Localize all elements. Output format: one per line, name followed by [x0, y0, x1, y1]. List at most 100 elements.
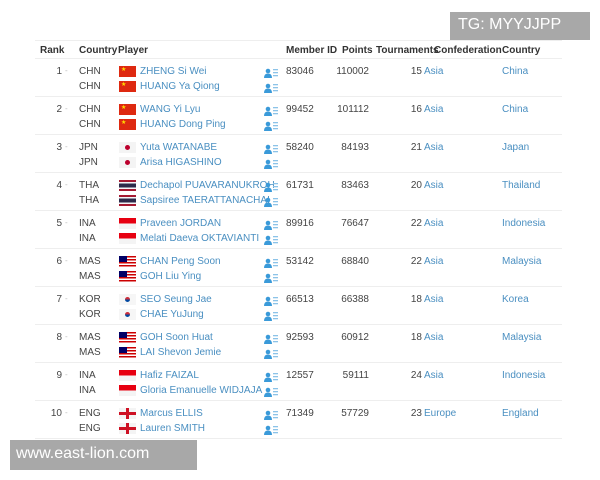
player-profile-icon[interactable]	[264, 258, 278, 268]
rank: 10	[50, 408, 62, 419]
header-country[interactable]: Country	[79, 45, 118, 56]
player-name-link[interactable]: Lauren SMITH	[140, 423, 206, 434]
player-name-link[interactable]: Sapsiree TAERATTANACHAI	[140, 195, 270, 206]
trend-indicator: -	[65, 218, 68, 227]
player-name-link[interactable]: Praveen JORDAN	[140, 218, 222, 229]
country-link[interactable]: Malaysia	[502, 332, 542, 343]
header-confederation[interactable]: Confederation	[434, 45, 502, 56]
player-name-link[interactable]: Marcus ELLIS	[140, 408, 203, 419]
confederation-link[interactable]: Asia	[424, 218, 444, 229]
country-link[interactable]: England	[502, 408, 539, 419]
table-row: 7 - KOR SEO Seung Jae KOR CHAE YuJung 665…	[35, 287, 562, 325]
country-link[interactable]: Thailand	[502, 180, 541, 191]
confederation-link[interactable]: Asia	[424, 104, 444, 115]
flag-chn-icon: ★	[119, 119, 136, 130]
player-country-code: CHN	[79, 104, 101, 115]
player-profile-icon[interactable]	[264, 296, 278, 306]
points: 110002	[336, 66, 369, 77]
player-country-code: INA	[79, 370, 96, 381]
confederation-link[interactable]: Asia	[424, 180, 444, 191]
player-profile-icon[interactable]	[264, 410, 278, 420]
trend-indicator: -	[65, 104, 68, 113]
player-profile-icon[interactable]	[264, 349, 278, 359]
table-row: 5 - INA Praveen JORDAN INA Melati Daeva O…	[35, 211, 562, 249]
rank: 3	[56, 142, 62, 153]
confederation-link[interactable]: Asia	[424, 370, 444, 381]
tournaments: 18	[410, 294, 422, 305]
player-profile-icon[interactable]	[264, 334, 278, 344]
player-name-link[interactable]: ZHENG Si Wei	[140, 66, 207, 77]
table-row: 8 - MAS GOH Soon Huat MAS LAI Shevon Jemi…	[35, 325, 562, 363]
player-profile-icon[interactable]	[264, 68, 278, 78]
flag-mas-icon	[119, 332, 136, 343]
points: 83463	[341, 180, 369, 191]
player-profile-icon[interactable]	[264, 387, 278, 397]
header-member-id[interactable]: Member ID	[286, 45, 338, 56]
player-profile-icon[interactable]	[264, 235, 278, 245]
country-link[interactable]: China	[502, 66, 529, 77]
country-link[interactable]: Malaysia	[502, 256, 542, 267]
player-name-link[interactable]: CHAE YuJung	[140, 309, 204, 320]
country-link[interactable]: China	[502, 104, 529, 115]
player-profile-icon[interactable]	[264, 273, 278, 283]
player-country-code: JPN	[79, 142, 98, 153]
player-profile-icon[interactable]	[264, 372, 278, 382]
player-name-link[interactable]: CHAN Peng Soon	[140, 256, 221, 267]
player-name-link[interactable]: Arisa HIGASHINO	[140, 157, 222, 168]
country-link[interactable]: Japan	[502, 142, 530, 153]
country-link[interactable]: Korea	[502, 294, 529, 305]
points: 84193	[341, 142, 369, 153]
header-tournaments[interactable]: Tournaments	[376, 45, 439, 56]
country-link[interactable]: Indonesia	[502, 218, 546, 229]
player-profile-icon[interactable]	[264, 159, 278, 169]
player-profile-icon[interactable]	[264, 83, 278, 93]
header-player[interactable]: Player	[118, 45, 149, 56]
flag-chn-icon: ★	[119, 104, 136, 115]
confederation-link[interactable]: Asia	[424, 332, 444, 343]
confederation-link[interactable]: Asia	[424, 294, 444, 305]
flag-eng-icon	[119, 408, 136, 419]
confederation-link[interactable]: Europe	[424, 408, 457, 419]
member-id: 61731	[286, 180, 314, 191]
player-country-code: MAS	[79, 347, 101, 358]
player-country-code: INA	[79, 218, 96, 229]
player-name-link[interactable]: Dechapol PUAVARANUKROH	[140, 180, 275, 191]
player-name-link[interactable]: WANG Yi Lyu	[140, 104, 201, 115]
header-country-name[interactable]: Country	[502, 45, 541, 56]
flag-ina-icon	[119, 385, 136, 396]
player-country-code: CHN	[79, 119, 101, 130]
rank: 7	[56, 294, 62, 305]
player-name-link[interactable]: LAI Shevon Jemie	[140, 347, 222, 358]
player-country-code: KOR	[79, 294, 101, 305]
player-profile-icon[interactable]	[264, 425, 278, 435]
player-profile-icon[interactable]	[264, 144, 278, 154]
header-points[interactable]: Points	[342, 45, 373, 56]
player-name-link[interactable]: GOH Liu Ying	[140, 271, 202, 282]
player-profile-icon[interactable]	[264, 197, 278, 207]
confederation-link[interactable]: Asia	[424, 66, 444, 77]
player-name-link[interactable]: Melati Daeva OKTAVIANTI	[140, 233, 260, 244]
flag-kor-icon	[119, 309, 136, 320]
confederation-link[interactable]: Asia	[424, 142, 444, 153]
player-profile-icon[interactable]	[264, 121, 278, 131]
player-name-link[interactable]: GOH Soon Huat	[140, 332, 213, 343]
player-name-link[interactable]: HUANG Ya Qiong	[140, 81, 220, 92]
header-rank[interactable]: Rank	[40, 45, 65, 56]
confederation-link[interactable]: Asia	[424, 256, 444, 267]
player-name-link[interactable]: SEO Seung Jae	[140, 294, 212, 305]
player-name-link[interactable]: Yuta WATANABE	[140, 142, 218, 153]
table-row: 4 - THA Dechapol PUAVARANUKROH THA Sapsir…	[35, 173, 562, 211]
player-profile-icon[interactable]	[264, 220, 278, 230]
player-profile-icon[interactable]	[264, 311, 278, 321]
player-name-link[interactable]: Hafiz FAIZAL	[140, 370, 199, 381]
rank: 6	[56, 256, 62, 267]
player-profile-icon[interactable]	[264, 182, 278, 192]
player-country-code: INA	[79, 233, 96, 244]
player-name-link[interactable]: HUANG Dong Ping	[140, 119, 226, 130]
rank: 1	[56, 66, 62, 77]
watermark-top: TG: MYYJJPP	[450, 12, 590, 40]
player-profile-icon[interactable]	[264, 106, 278, 116]
player-country-code: ENG	[79, 423, 101, 434]
player-name-link[interactable]: Gloria Emanuelle WIDJAJA	[140, 385, 263, 396]
country-link[interactable]: Indonesia	[502, 370, 546, 381]
